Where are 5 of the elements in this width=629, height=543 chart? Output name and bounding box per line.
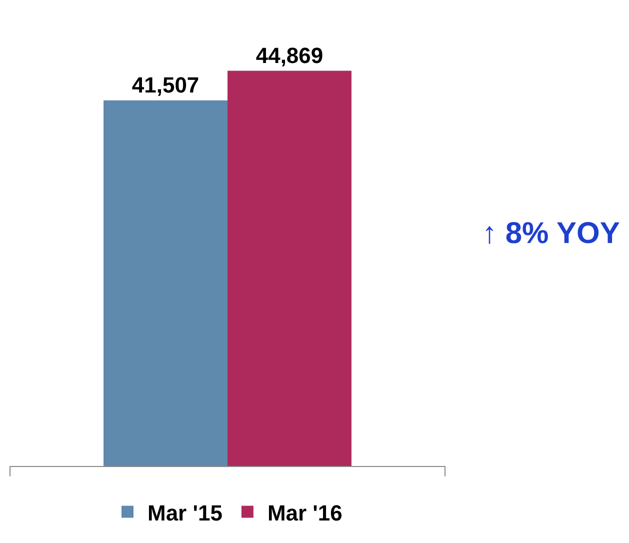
text: ↑ 8% YOY (482, 217, 620, 250)
data-label: 41,507 (132, 72, 200, 98)
data-label: 44,869 (256, 42, 324, 68)
legend-label: Mar '16 (267, 500, 342, 526)
legend-label: Mar '15 (148, 500, 222, 526)
